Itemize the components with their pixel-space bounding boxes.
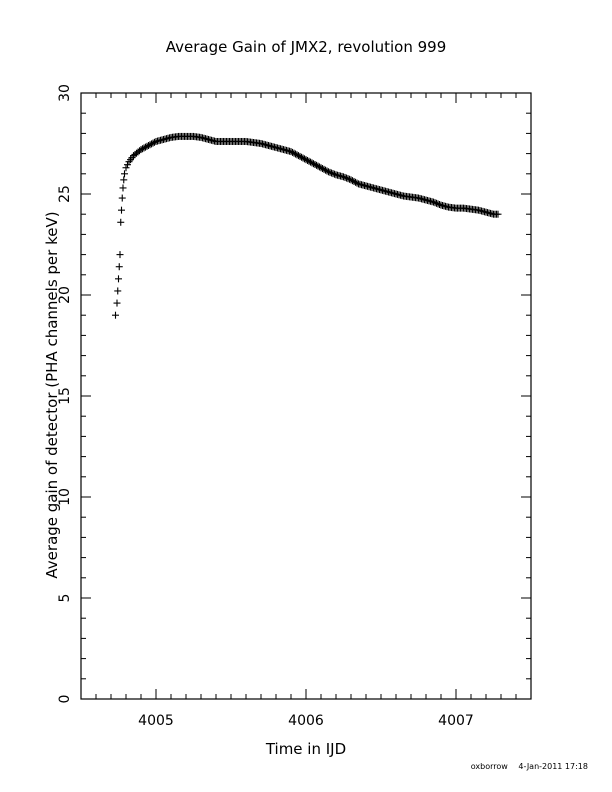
data-point	[118, 194, 126, 202]
data-point	[289, 148, 296, 156]
y-tick-label: 15	[57, 387, 73, 405]
data-point	[140, 144, 148, 152]
data-point	[305, 157, 313, 165]
data-point	[115, 263, 123, 271]
data-point	[331, 170, 338, 178]
data-point	[139, 145, 146, 153]
data-point	[292, 150, 299, 158]
data-point	[319, 165, 326, 173]
data-point	[349, 177, 356, 185]
data-point	[329, 170, 337, 178]
data-point	[341, 173, 349, 181]
data-point	[346, 175, 353, 183]
data-point	[313, 161, 320, 169]
data-point	[433, 199, 440, 207]
data-point	[344, 175, 352, 183]
data-point	[311, 161, 319, 169]
chart-title: Average Gain of JMX2, revolution 999	[165, 38, 447, 56]
data-point	[120, 176, 128, 184]
data-point	[304, 156, 311, 164]
data-point	[317, 164, 325, 172]
y-tick-label: 10	[57, 488, 73, 506]
data-point	[113, 299, 121, 307]
data-point	[112, 311, 119, 319]
data-point	[325, 168, 332, 176]
data-point	[151, 138, 158, 146]
data-point	[287, 148, 295, 156]
data-point	[307, 158, 314, 166]
data-point	[149, 139, 157, 147]
data-point	[347, 176, 355, 184]
x-axis-label: Time in IJD	[265, 740, 347, 758]
data-point	[117, 218, 125, 226]
data-point	[310, 160, 317, 168]
y-tick-label: 0	[57, 695, 73, 704]
data-points	[112, 132, 502, 319]
data-point	[290, 149, 298, 157]
y-axis-label: Average gain of detector (PHA channels p…	[43, 211, 61, 579]
data-point	[143, 142, 151, 150]
data-point	[121, 170, 128, 178]
data-point	[323, 167, 331, 175]
data-point	[122, 164, 130, 172]
data-point	[119, 184, 127, 192]
data-point	[350, 177, 358, 185]
data-point	[146, 141, 154, 149]
x-tick-label: 4005	[138, 713, 174, 729]
data-point	[301, 155, 308, 163]
footer-timestamp: 4-Jan-2011 17:18	[518, 762, 588, 771]
plot-frame	[80, 92, 532, 700]
data-point	[431, 199, 439, 207]
y-tick-label: 30	[57, 84, 73, 102]
data-point	[148, 140, 155, 148]
data-point	[320, 165, 328, 173]
y-tick-label: 5	[57, 594, 73, 603]
data-point	[299, 154, 307, 162]
data-point	[353, 179, 361, 187]
data-point	[308, 159, 316, 167]
data-point	[124, 161, 131, 169]
data-point	[340, 173, 347, 181]
data-point	[115, 275, 122, 283]
data-point	[328, 169, 335, 177]
x-tick-label: 4006	[288, 713, 324, 729]
data-point	[145, 142, 152, 150]
footer-user: oxborrow	[470, 762, 508, 771]
data-point	[296, 152, 304, 160]
data-point	[494, 210, 502, 218]
data-point	[298, 153, 305, 161]
data-point	[293, 151, 301, 159]
plot-footer: oxborrow 4-Jan-2011 17:18	[471, 762, 588, 771]
data-point	[314, 162, 322, 170]
axes: 4005 4006 4007 0 5 10 15 20 25 30	[57, 84, 532, 729]
data-point	[326, 168, 334, 176]
data-point	[116, 251, 124, 259]
data-point	[302, 156, 310, 164]
x-tick-label: 4007	[438, 713, 474, 729]
data-point	[322, 166, 329, 174]
y-tick-label: 25	[57, 185, 73, 203]
data-point	[316, 163, 323, 171]
data-point	[434, 200, 442, 208]
data-point	[295, 152, 302, 160]
data-point	[430, 198, 437, 206]
data-point	[436, 201, 443, 209]
data-point	[142, 143, 149, 151]
data-point	[352, 178, 359, 186]
y-tick-label: 20	[57, 286, 73, 304]
data-point	[137, 146, 145, 154]
data-point	[114, 287, 122, 295]
data-point	[343, 174, 350, 182]
data-point	[118, 206, 125, 214]
